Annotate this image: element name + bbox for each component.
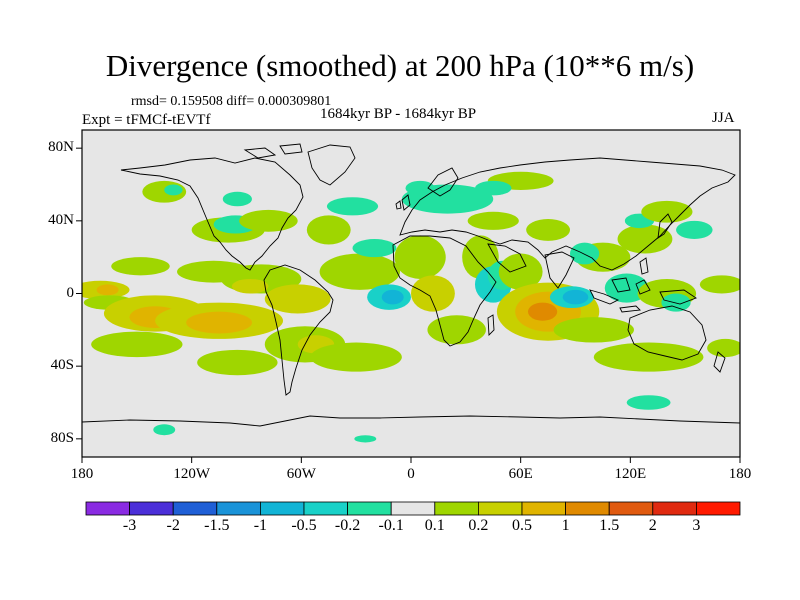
field-region-57: [326, 197, 379, 216]
colorbar-label: 0.5: [512, 517, 532, 534]
colorbar-swatch-1: [129, 501, 174, 516]
statistics-line: rmsd= 0.159508 diff= 0.000309801: [131, 94, 332, 109]
field-region-62: [354, 435, 377, 443]
y-tick-label-80n: 80N: [48, 139, 74, 156]
plot-title: Divergence (smoothed) at 200 hPa (10**6 …: [105, 48, 695, 83]
field-region-19: [197, 349, 278, 376]
experiment-label: Expt = tFMCf-tEVTf: [82, 112, 211, 128]
season-label: JJA: [712, 110, 735, 126]
colorbar-label: -0.1: [378, 517, 404, 534]
x-tick-label-180e: 180: [728, 466, 752, 482]
colorbar-swatch-3: [216, 501, 261, 516]
x-tick-label-60e: 60E: [508, 466, 533, 482]
x-tick-label-0: 0: [407, 466, 415, 482]
axis-ticks: [76, 147, 741, 463]
colorbar-swatch-0: [85, 501, 130, 516]
colorbar-label: 0.2: [468, 517, 489, 534]
colorbar-swatch-2: [172, 501, 218, 516]
field-region-43: [604, 273, 649, 303]
colorbar-swatch-8: [434, 501, 479, 516]
colorbar-swatch-11: [565, 501, 610, 516]
colorbar-label: 0.1: [424, 517, 445, 534]
field-region-39: [527, 302, 558, 321]
field-region-23: [352, 239, 397, 258]
field-region-49: [676, 220, 713, 240]
colorbar: [85, 501, 741, 516]
field-region-27: [411, 275, 455, 312]
field-region-36: [498, 253, 543, 290]
field-region-60: [626, 395, 671, 410]
field-region-12: [222, 191, 252, 207]
colorbar-label: -2: [166, 517, 180, 534]
colorbar-label: -1.5: [204, 517, 230, 534]
y-tick-label-80s: 80S: [50, 429, 74, 446]
colorbar-swatch-9: [477, 501, 523, 516]
field-region-45: [570, 242, 600, 265]
colorbar-swatch-10: [521, 501, 566, 516]
x-tick-label-120w: 120W: [173, 466, 210, 482]
field-region-56: [164, 184, 183, 196]
field-region-41: [562, 289, 589, 305]
field-region-22: [319, 253, 401, 290]
field-region-42: [553, 317, 634, 343]
colorbar-label: 2: [648, 517, 657, 534]
period-label: 1684kyr BP - 1684kyr BP: [320, 106, 477, 122]
field-region-59: [474, 180, 512, 196]
field-region-16: [264, 284, 331, 314]
colorbar-swatch-12: [608, 501, 654, 516]
y-tick-label-eq: 0: [66, 284, 75, 301]
field-region-21: [306, 215, 351, 245]
field-region-6: [91, 331, 183, 358]
field-region-20: [310, 342, 402, 372]
field-region-26: [394, 235, 446, 279]
colorbar-label: 1.5: [599, 517, 620, 534]
field-region-31: [467, 211, 519, 230]
field-region-8: [186, 311, 252, 334]
field-region-48: [641, 200, 693, 223]
field-region-25: [381, 289, 404, 305]
colorbar-label: 1: [561, 517, 570, 534]
field-region-15: [231, 278, 269, 294]
colorbar-swatch-7: [390, 501, 436, 516]
y-tick-label-40s: 40S: [50, 357, 74, 374]
field-region-61: [153, 424, 176, 436]
colorbar-swatch-4: [259, 501, 305, 516]
coastlines: [82, 143, 740, 427]
x-tick-label-60w: 60W: [286, 466, 316, 482]
colorbar-swatch-5: [303, 501, 348, 516]
field-region-53: [699, 275, 740, 294]
x-tick-label-180w: 180: [70, 466, 94, 482]
field-region-52: [593, 342, 704, 372]
colorbar-swatch-13: [652, 501, 697, 516]
y-tick-label-40n: 40N: [48, 211, 74, 228]
colorbar-swatch-14: [696, 501, 741, 516]
field-region-1: [96, 284, 119, 296]
field-region-2: [111, 257, 170, 276]
x-tick-label-120e: 120E: [614, 466, 647, 482]
field-region-54: [707, 338, 740, 358]
field-region-11: [239, 209, 298, 232]
divergence-field: [82, 171, 740, 443]
colorbar-label: -0.5: [291, 517, 317, 534]
field-region-58: [405, 180, 435, 196]
field-region-46: [617, 224, 673, 254]
colorbar-label: 3: [692, 517, 701, 534]
colorbar-swatch-6: [347, 501, 392, 516]
colorbar-label: -3: [122, 517, 137, 534]
colorbar-label: -1: [253, 517, 268, 534]
colorbar-label: -0.2: [334, 517, 361, 534]
field-region-35: [526, 219, 571, 241]
field-region-28: [427, 315, 486, 345]
